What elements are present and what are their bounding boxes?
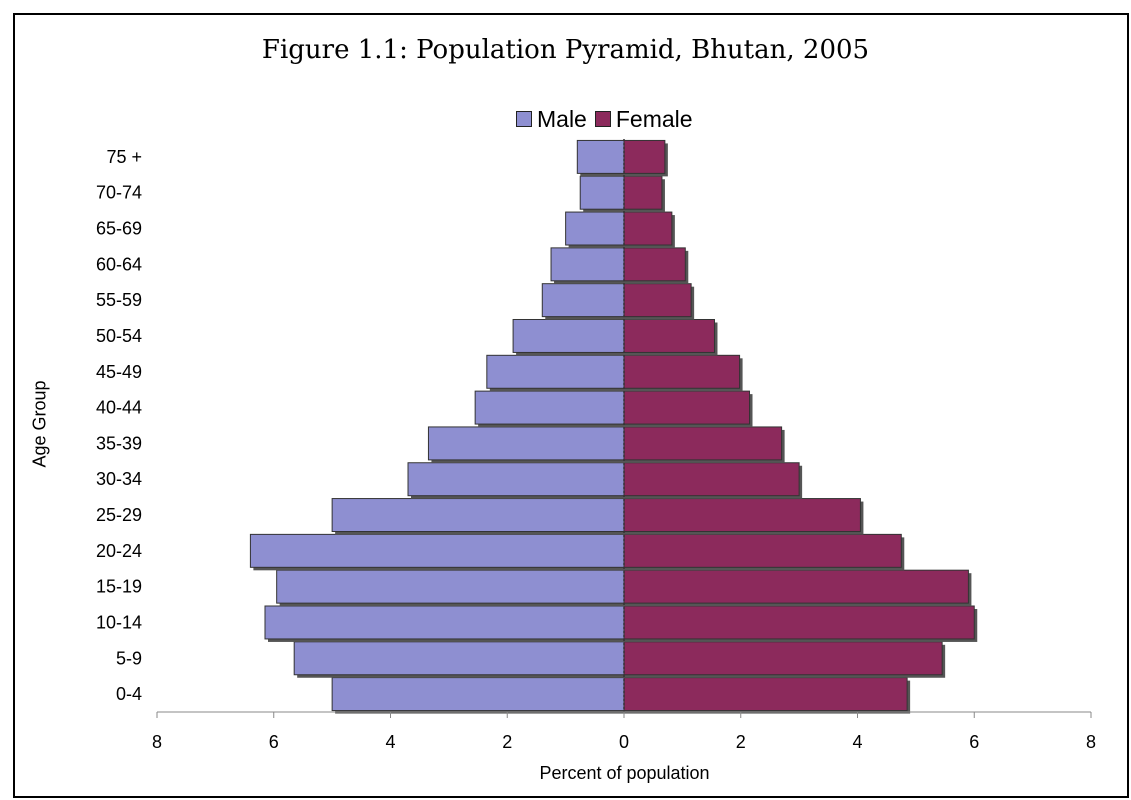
bar-male-35-39 <box>427 426 625 461</box>
y-tick-label: 30-34 <box>96 469 142 489</box>
bar-female-25-29 <box>623 498 861 533</box>
bar-female-35-39 <box>623 426 783 461</box>
y-tick-label: 10-14 <box>96 612 142 632</box>
x-tick-label: 6 <box>269 732 279 752</box>
bar-male-60-64 <box>550 247 625 282</box>
bar-male-70-74 <box>579 175 625 210</box>
bar-female-30-34 <box>623 462 800 497</box>
x-tick-label: 2 <box>736 732 746 752</box>
x-tick-label: 2 <box>502 732 512 752</box>
x-tick-label: 4 <box>852 732 862 752</box>
x-tick-label: 8 <box>152 732 162 752</box>
y-tick-label: 40-44 <box>96 398 142 418</box>
y-tick-label: 35-39 <box>96 433 142 453</box>
bar-female-20-24 <box>623 533 902 568</box>
y-tick-label: 20-24 <box>96 541 142 561</box>
bar-male-75plus <box>576 139 625 174</box>
bar-male-55-59 <box>541 283 625 318</box>
y-tick-label: 5-9 <box>116 648 142 668</box>
bar-female-15-19 <box>623 569 969 604</box>
bar-male-5-9 <box>293 641 625 676</box>
bar-male-65-69 <box>565 211 625 246</box>
bar-female-65-69 <box>623 211 673 246</box>
bar-female-55-59 <box>623 283 692 318</box>
y-tick-label: 55-59 <box>96 290 142 310</box>
y-tick-label: 50-54 <box>96 326 142 346</box>
x-tick-label: 4 <box>385 732 395 752</box>
bar-male-10-14 <box>264 605 625 640</box>
y-tick-label: 15-19 <box>96 577 142 597</box>
y-tick-label: 25-29 <box>96 505 142 525</box>
bar-female-40-44 <box>623 390 751 425</box>
x-tick-label: 0 <box>619 732 629 752</box>
y-tick-label: 70-74 <box>96 183 142 203</box>
y-tick-label: 65-69 <box>96 219 142 239</box>
legend-label-female: Female <box>615 105 693 132</box>
bar-female-0-4 <box>623 677 908 712</box>
legend-label-male: Male <box>537 105 587 132</box>
bar-male-15-19 <box>276 569 625 604</box>
bar-male-0-4 <box>331 677 625 712</box>
bar-male-50-54 <box>512 318 625 353</box>
legend-item-male: Male <box>516 106 587 133</box>
y-tick-label: 60-64 <box>96 254 142 274</box>
bar-male-30-34 <box>407 462 625 497</box>
bar-male-20-24 <box>249 533 625 568</box>
legend-swatch-female <box>594 111 611 127</box>
bar-female-70-74 <box>623 175 663 210</box>
chart-legend: Male Female <box>516 104 701 134</box>
x-tick-label: 6 <box>969 732 979 752</box>
y-tick-label: 75 + <box>106 147 142 167</box>
bar-female-50-54 <box>623 318 715 353</box>
y-tick-label: 0-4 <box>116 684 142 704</box>
legend-swatch-male <box>516 111 532 127</box>
bar-male-25-29 <box>331 498 625 533</box>
bar-female-10-14 <box>623 605 975 640</box>
bar-female-75plus <box>623 139 666 174</box>
legend-item-female: Female <box>594 105 693 133</box>
bar-female-5-9 <box>623 641 943 676</box>
chart-title: Figure 1.1: Population Pyramid, Bhutan, … <box>261 35 870 65</box>
bar-female-60-64 <box>623 247 686 282</box>
bar-female-45-49 <box>623 354 741 389</box>
x-tick-label: 8 <box>1086 732 1096 752</box>
x-axis-label: Percent of population <box>539 763 710 783</box>
y-tick-label: 45-49 <box>96 362 142 382</box>
bar-male-40-44 <box>474 390 625 425</box>
bar-male-45-49 <box>486 354 625 389</box>
